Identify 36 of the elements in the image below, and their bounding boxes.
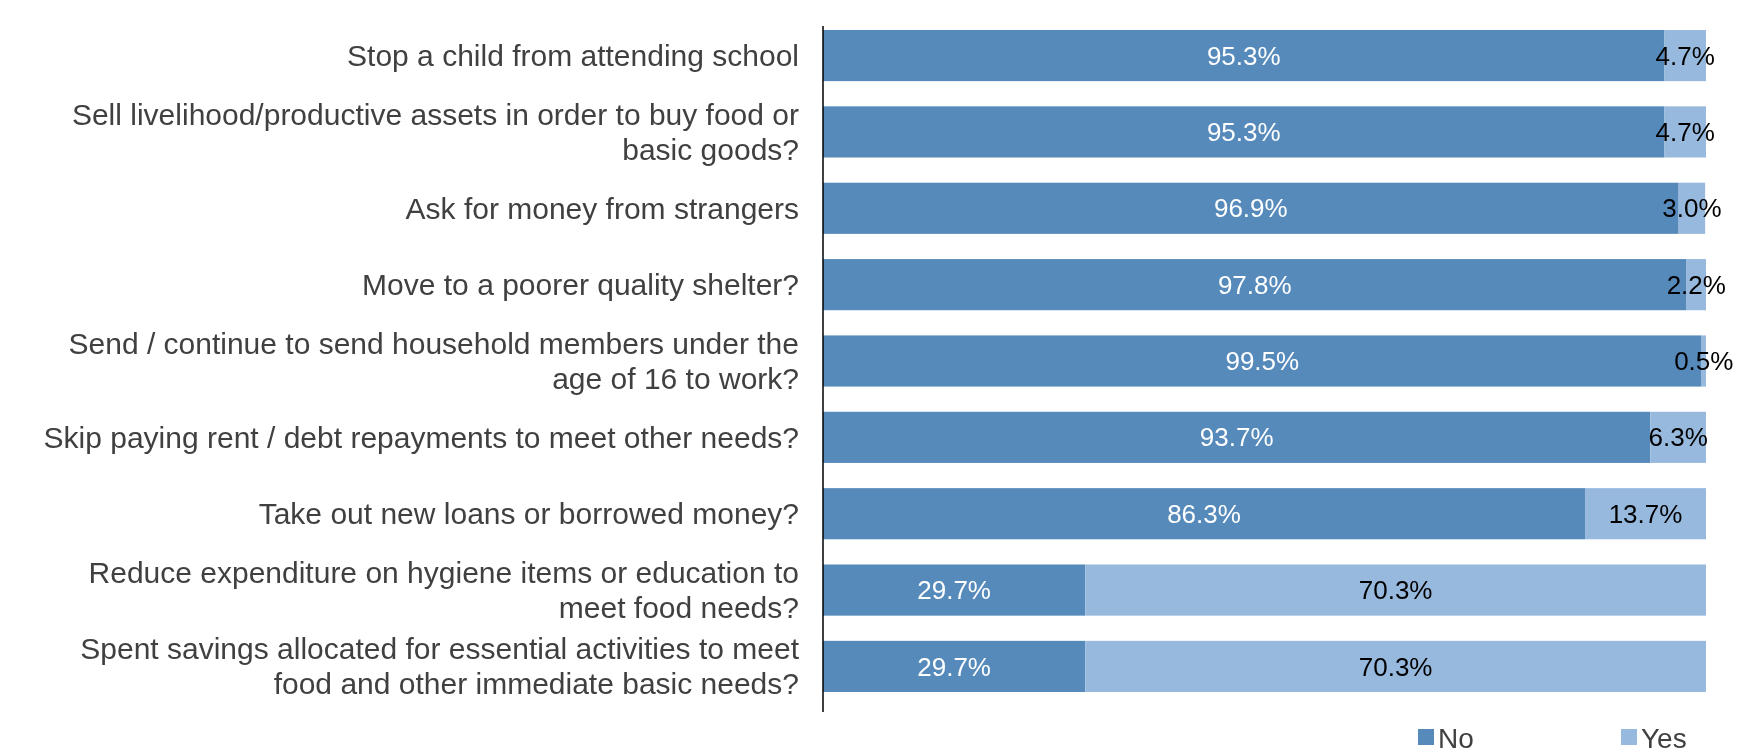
bar xyxy=(1585,488,1706,540)
data-label: 97.8% xyxy=(1217,269,1292,300)
bar xyxy=(823,411,1651,463)
bar xyxy=(823,640,1086,692)
y-tick-label: Move to a poorer quality shelter? xyxy=(362,268,799,302)
y-tick-label: Reduce expenditure on hygiene items or education to meet food needs? xyxy=(88,556,799,625)
data-label: 86.3% xyxy=(1167,498,1241,529)
y-tick-label: Stop a child from attending school xyxy=(347,39,799,73)
data-label: 70.3% xyxy=(1358,651,1433,682)
data-label: 95.3% xyxy=(1206,40,1281,71)
y-tick-label: Sell livelihood/productive assets in order to buy food or basic goods? xyxy=(71,97,800,166)
data-label: 70.3% xyxy=(1358,575,1433,606)
data-label: 96.9% xyxy=(1213,193,1288,224)
bar xyxy=(823,564,1086,616)
bar xyxy=(1085,640,1706,692)
y-tick-label: Send / continue to send household members under the age of 16 to work? xyxy=(68,327,799,395)
data-label: 29.7% xyxy=(917,575,991,606)
data-label: 13.7% xyxy=(1608,498,1683,529)
data-label: 2.2% xyxy=(1666,269,1726,300)
legend-label: No xyxy=(1438,722,1474,753)
y-tick-label: Spent savings allocated for essential activities to meet food and other immediate basic needs? xyxy=(80,632,800,701)
y-tick-label: Skip paying rent / debt repayments to meet other needs? xyxy=(43,420,799,454)
data-label: 29.7% xyxy=(917,651,991,682)
data-label: 0.5% xyxy=(1674,346,1734,377)
data-label: 93.7% xyxy=(1199,422,1274,453)
y-tick-label: Ask for money from strangers xyxy=(405,191,799,225)
data-label: 4.7% xyxy=(1655,117,1715,148)
legend-label: Yes xyxy=(1641,722,1687,753)
data-label: 4.7% xyxy=(1655,40,1715,71)
bar xyxy=(1085,564,1706,616)
data-label: 3.0% xyxy=(1662,193,1722,224)
data-label: 99.5% xyxy=(1225,346,1300,377)
data-label: 95.3% xyxy=(1206,117,1281,148)
bar xyxy=(823,488,1586,540)
y-tick-label: Take out new loans or borrowed money? xyxy=(258,497,799,531)
data-label: 6.3% xyxy=(1648,422,1708,453)
